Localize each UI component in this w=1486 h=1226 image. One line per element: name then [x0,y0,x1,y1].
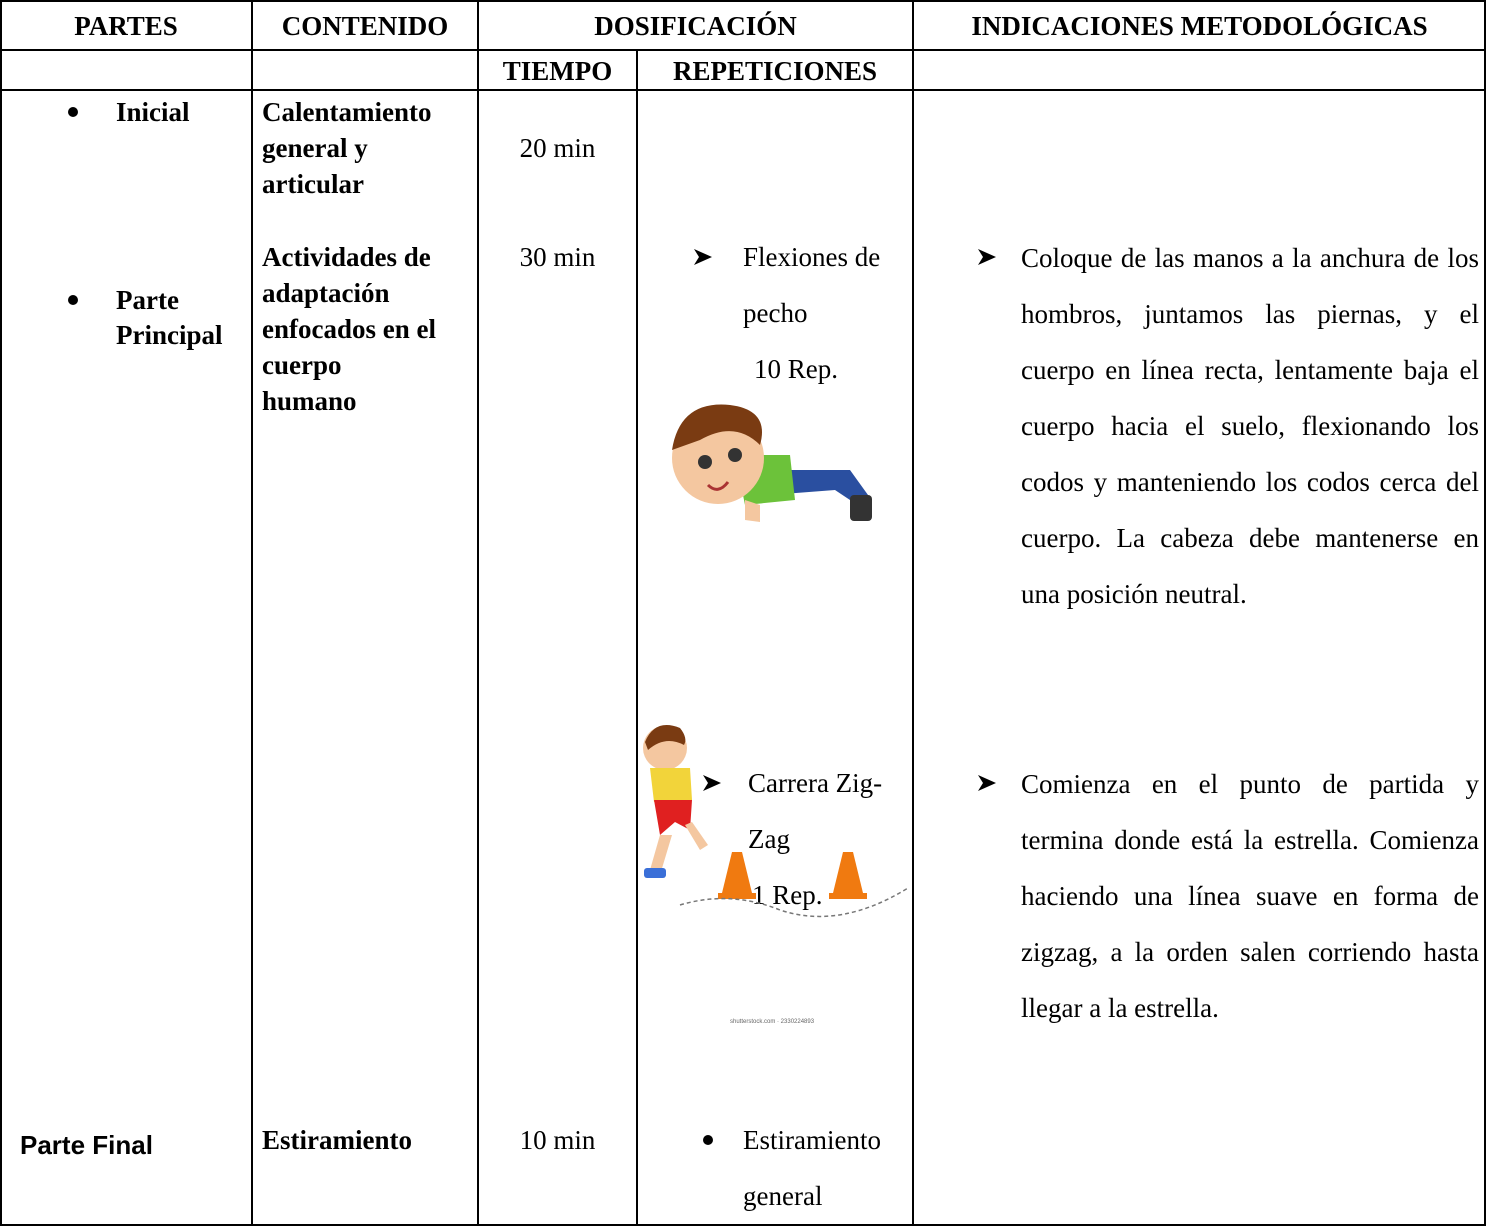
rule [0,1224,1486,1226]
contenido: humano [262,386,357,416]
indicacion: Coloque de las manos a la anchura de los… [1021,243,1479,609]
ejercicio: Carrera Zig- [748,768,883,798]
rule [0,0,1486,2]
arrow-bullet [694,249,712,265]
header-cell: TIEMPO [502,56,613,86]
contenido: cuerpo [262,350,342,380]
rule [912,0,914,1226]
parte: Inicial [116,97,190,127]
image-credit: shutterstock.com · 2330224893 [730,1019,815,1025]
repeticiones: 10 Rep. [754,354,838,384]
bullet [68,107,78,117]
contenido: Actividades de [262,242,431,272]
header-cell: CONTENIDO [281,11,449,41]
contenido: Calentamiento [262,97,432,127]
rule [1484,0,1486,1226]
ejercicio: pecho [743,298,808,328]
contenido: adaptación [262,278,390,308]
contenido: articular [262,169,364,199]
contenido: enfocados en el [262,314,436,344]
contenido: Estiramiento [262,1125,412,1155]
pushup-illustration [672,404,872,522]
zigzag-illustration [643,725,909,918]
parte: Parte [116,285,179,315]
parte: Principal [116,320,223,350]
tiempo: 30 min [519,242,596,272]
arrow-bullet [703,775,721,791]
ejercicio: Flexiones de [743,242,881,272]
tiempo: 10 min [519,1125,596,1155]
header-cell: PARTES [74,11,178,41]
contenido: general y [262,133,368,163]
ejercicio: Zag [748,824,790,854]
ejercicio: Estiramiento [743,1125,881,1155]
indicacion: Comienza en el punto de partida y termin… [1021,769,1479,1023]
header-cell: INDICACIONES METODOLÓGICAS [971,11,1428,41]
arrow-bullet [978,249,996,265]
arrow-bullet [978,775,996,791]
bullet [68,295,78,305]
header-cell: DOSIFICACIÓN [594,11,797,41]
rule [636,49,638,1226]
header-cell: REPETICIONES [672,56,878,86]
tiempo: 20 min [519,133,596,163]
ejercicio: general [743,1181,823,1211]
rule [0,49,1486,51]
rule [477,0,479,1226]
rule [251,0,253,1226]
rule [0,0,2,1226]
rule [0,89,1486,91]
bullet [703,1135,713,1145]
parte: Parte Final [20,1130,153,1160]
